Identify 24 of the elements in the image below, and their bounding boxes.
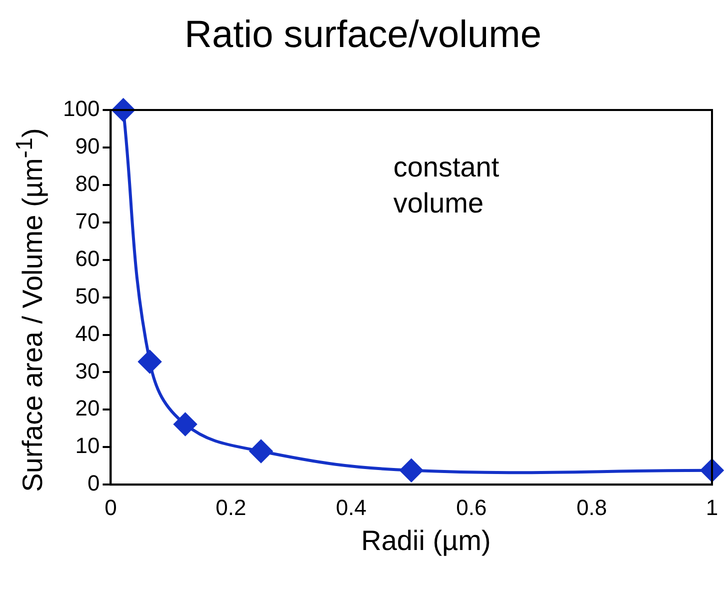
x-tick-label: 1 (706, 494, 718, 520)
point (400, 458, 423, 482)
y-tick-label: 80 (75, 170, 100, 196)
x-axis-title: Radii (µm) (360, 525, 492, 557)
y-tick-label: 20 (75, 396, 100, 421)
y-tick-label: 0 (87, 470, 100, 496)
y-tick-label: 90 (75, 134, 100, 159)
point (250, 440, 273, 463)
x-tick-label: 0 (104, 494, 117, 520)
y-tick-label: 60 (75, 246, 100, 271)
x-tick-label: 0.2 (216, 494, 246, 520)
x-tick-label: 0.4 (336, 494, 367, 520)
annotation: constant volume (393, 152, 500, 219)
point (138, 350, 162, 374)
point (174, 412, 197, 436)
y-tick-label: 30 (75, 358, 100, 384)
y-tick-label: 70 (75, 208, 100, 234)
x-tick-label: 0.8 (576, 494, 608, 520)
chart-title: Ratio surface/volume (184, 14, 542, 57)
y-tick-label: 50 (75, 283, 100, 308)
y-tick-label: 100 (62, 96, 100, 122)
y-tick-label: 10 (75, 433, 100, 458)
y-tick-label: 40 (75, 320, 100, 346)
x-tick-label: 0.6 (456, 494, 487, 520)
